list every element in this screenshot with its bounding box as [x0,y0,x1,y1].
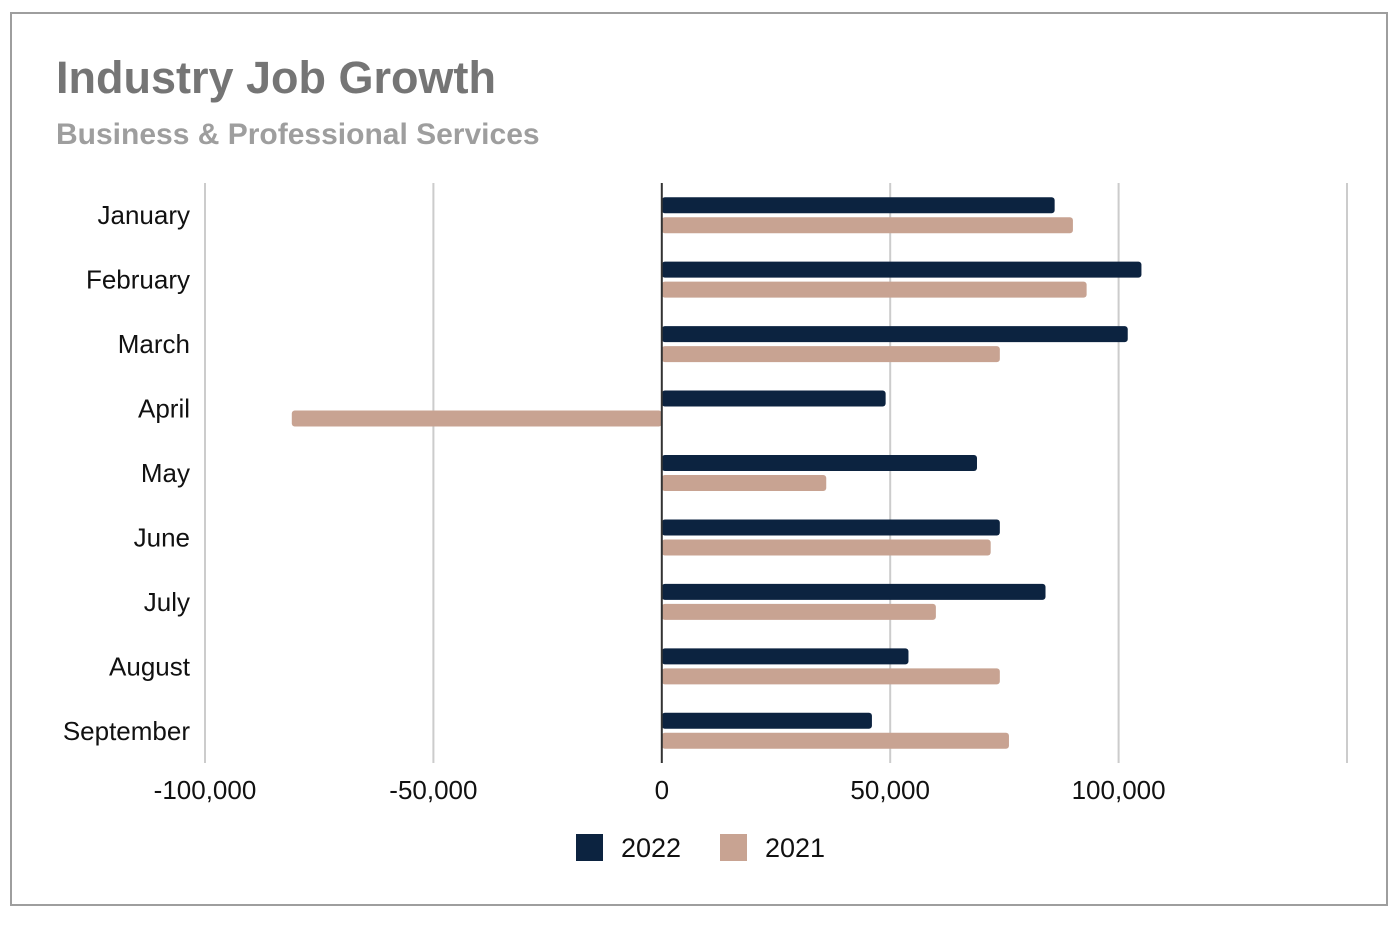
bar-2021-september [661,732,1009,749]
bars [291,197,1142,749]
bar-2022-june [661,519,1000,536]
legend: 2022 2021 [576,833,825,863]
legend-label-2022: 2022 [621,833,681,863]
category-label: March [118,329,190,359]
category-label: July [144,587,190,617]
bar-2022-august [661,648,909,665]
category-label: January [98,200,191,230]
x-tick-label: -100,000 [154,775,257,805]
x-tick-label: -50,000 [389,775,477,805]
bar-2021-august [661,668,1000,685]
bar-2021-february [661,281,1087,298]
category-labels: January February March April May June July Augu… [63,200,191,746]
legend-swatch-2021 [720,834,747,861]
x-tick-label: 100,000 [1072,775,1166,805]
bar-2022-march [661,326,1128,343]
category-label: September [63,716,191,746]
bar-2021-april [291,410,662,427]
bar-2021-may [661,475,827,491]
bar-2022-april [661,390,886,407]
bar-2022-september [661,712,872,729]
x-tick-labels: -100,000 -50,000 0 50,000 100,000 [154,775,1166,805]
bar-2021-june [661,539,991,556]
x-tick-label: 50,000 [850,775,930,805]
category-label: August [109,651,191,681]
category-label: April [138,394,190,424]
bar-2021-july [661,603,936,620]
bar-2022-may [661,455,977,471]
category-label: May [141,458,190,488]
x-tick-label: 0 [655,775,669,805]
bar-2021-january [661,217,1073,234]
bar-2022-january [661,197,1055,214]
legend-swatch-2022 [576,834,603,861]
legend-label-2021: 2021 [765,833,825,863]
bar-2021-march [661,346,1000,363]
category-label: June [134,522,190,552]
chart-subtitle: Business & Professional Services [56,118,540,151]
bar-2022-july [661,583,1046,600]
gridlines [204,183,1348,763]
bar-2022-february [661,261,1142,278]
category-label: February [86,265,190,295]
chart-title: Industry Job Growth [56,52,497,103]
